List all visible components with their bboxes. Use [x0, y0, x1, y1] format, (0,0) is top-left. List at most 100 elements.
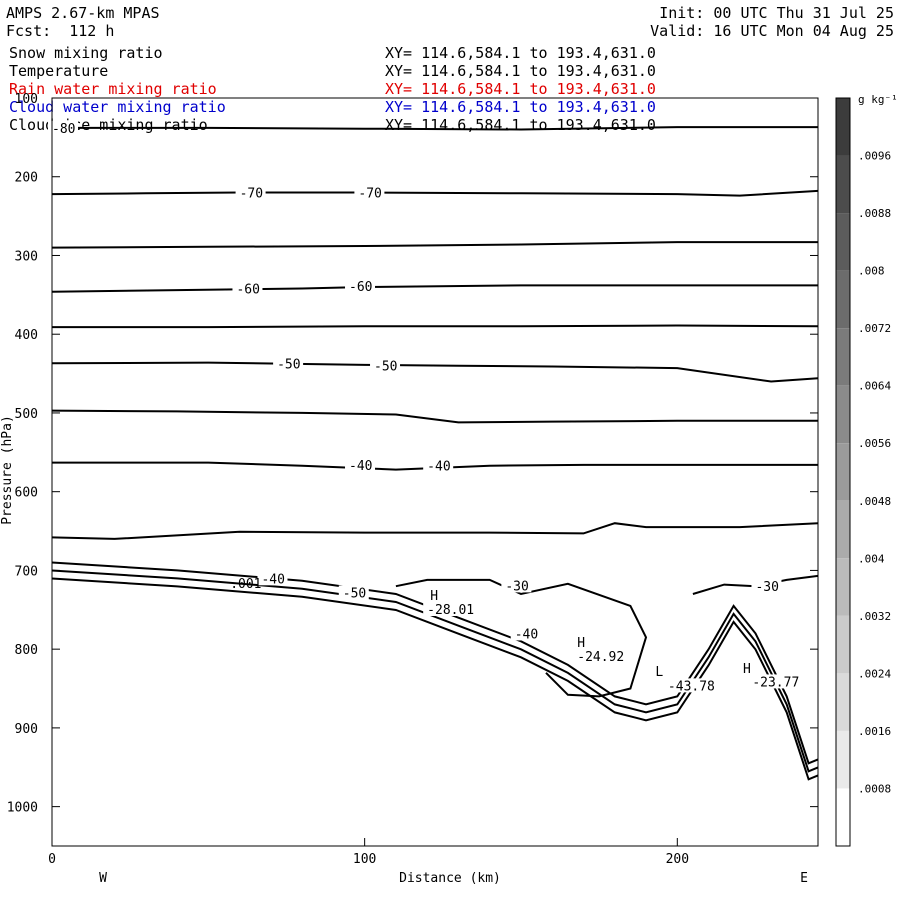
colorbar-label: .0088 — [858, 207, 891, 220]
contour-label: -40 — [261, 572, 284, 587]
contour-label-mask — [573, 649, 628, 664]
contour-label-mask — [232, 281, 263, 296]
model-title: AMPS 2.67-km MPAS — [6, 4, 160, 22]
colorbar-swatch — [836, 98, 850, 156]
legend-field-extent: XY= 114.6,584.1 to 193.4,631.0 — [385, 62, 656, 80]
temperature-contour — [52, 324, 819, 329]
contour-label: -60 — [349, 280, 372, 295]
contour-label: -50 — [374, 360, 397, 375]
contour-label-mask — [354, 185, 385, 200]
legend-field-name: Cloud ice mixing ratio — [9, 116, 208, 134]
colorbar-label: .0072 — [858, 322, 891, 335]
init-time: Init: 00 UTC Thu 31 Jul 25 — [659, 4, 894, 22]
colorbar-label: .0024 — [858, 667, 891, 680]
temperature-contour — [51, 189, 819, 197]
colorbar-label: .008 — [858, 265, 885, 278]
contour-label: -60 — [236, 283, 259, 298]
colorbar-swatch — [836, 558, 850, 616]
contour-label: L — [655, 665, 663, 680]
colorbar-label: .0064 — [858, 380, 891, 393]
legend-field-extent: XY= 114.6,584.1 to 193.4,631.0 — [385, 80, 656, 98]
contour-label: -50 — [277, 357, 300, 372]
y-tick-label: 400 — [15, 328, 38, 343]
colorbar-swatch — [836, 385, 850, 444]
contour-label: .001 — [230, 577, 261, 592]
contour-label: H — [577, 636, 585, 651]
legend-field-extent: XY= 114.6,584.1 to 193.4,631.0 — [385, 98, 656, 116]
temperature-contour — [51, 284, 818, 293]
y-tick-label: 700 — [15, 564, 38, 579]
colorbar-label: .0096 — [858, 150, 891, 163]
x-axis-label: Distance (km) — [399, 871, 501, 886]
y-tick-label: 500 — [15, 407, 38, 422]
contour-label-mask — [423, 458, 454, 473]
y-tick-label: 800 — [15, 643, 38, 658]
colorbar-label: .0008 — [858, 782, 891, 795]
temperature-contour — [52, 126, 818, 131]
east-label: E — [800, 871, 808, 886]
contour-label-mask — [48, 120, 78, 135]
contour-label-mask — [370, 358, 401, 373]
y-tick-label: 900 — [15, 722, 38, 737]
contour-label: -80 — [52, 122, 75, 137]
contour-label: -23.77 — [752, 675, 799, 690]
colorbar-swatch — [836, 615, 850, 674]
contour-label-mask — [345, 457, 376, 472]
colorbar-label: .0016 — [858, 725, 891, 738]
contour-label: -40 — [515, 627, 538, 642]
contour-label: -43.78 — [668, 679, 715, 694]
contour-label-mask — [751, 579, 782, 594]
y-axis-label: Pressure (hPa) — [0, 415, 15, 525]
temperature-contour — [51, 241, 818, 249]
west-label: W — [99, 871, 107, 886]
contour-label: -70 — [240, 186, 263, 201]
contour-label-mask — [235, 185, 266, 200]
temperature-contour — [51, 361, 819, 383]
temperature-contour — [51, 409, 818, 424]
colorbar-swatch — [836, 500, 850, 559]
colorbar-swatch — [836, 673, 850, 731]
x-tick-label: 100 — [353, 852, 376, 867]
colorbar-label: .0032 — [858, 610, 891, 623]
colorbar-frame — [835, 97, 851, 847]
contour-label: -30 — [505, 579, 528, 594]
contour-label: -70 — [358, 186, 381, 201]
colorbar-swatch — [836, 328, 850, 386]
legend-field-name: Cloud water mixing ratio — [9, 98, 226, 116]
contour-label-mask — [338, 585, 369, 600]
legend-field-name: Rain water mixing ratio — [9, 80, 217, 98]
contour-label: -24.92 — [577, 650, 624, 665]
contour-label-mask — [748, 674, 803, 689]
y-tick-label: 600 — [15, 486, 38, 501]
legend-field-name: Snow mixing ratio — [9, 44, 163, 62]
contour-label: -30 — [755, 580, 778, 595]
colorbar-swatch — [836, 730, 850, 789]
colorbar-label: .0056 — [858, 437, 891, 450]
contour-label: -28.01 — [427, 603, 474, 618]
y-tick-label: 300 — [15, 249, 38, 264]
valid-time: Valid: 16 UTC Mon 04 Aug 25 — [650, 22, 894, 40]
colorbar-label: .004 — [858, 552, 885, 565]
contour-label-mask — [510, 626, 541, 641]
y-tick-label: 100 — [15, 92, 38, 107]
legend-field-name: Temperature — [9, 62, 109, 80]
temperature-contour — [51, 522, 819, 540]
colorbar-swatch — [836, 443, 850, 501]
contour-label: -40 — [427, 460, 450, 475]
y-tick-label: 200 — [15, 171, 38, 186]
colorbar-swatch — [836, 788, 850, 846]
contour-label: -50 — [343, 586, 366, 601]
contour-label-mask — [501, 578, 532, 593]
colorbar-label: .0048 — [858, 495, 891, 508]
plot-frame — [51, 97, 819, 847]
contour-label: H — [430, 589, 438, 604]
contour-label-mask — [273, 356, 304, 371]
colorbar-swatch — [836, 213, 850, 271]
contour-label-mask — [345, 279, 376, 294]
x-tick-label: 0 — [48, 852, 56, 867]
colorbar-swatch — [836, 270, 850, 329]
contour-label: -40 — [349, 459, 372, 474]
contour-label-mask — [257, 571, 288, 586]
colorbar-swatch — [836, 155, 850, 214]
